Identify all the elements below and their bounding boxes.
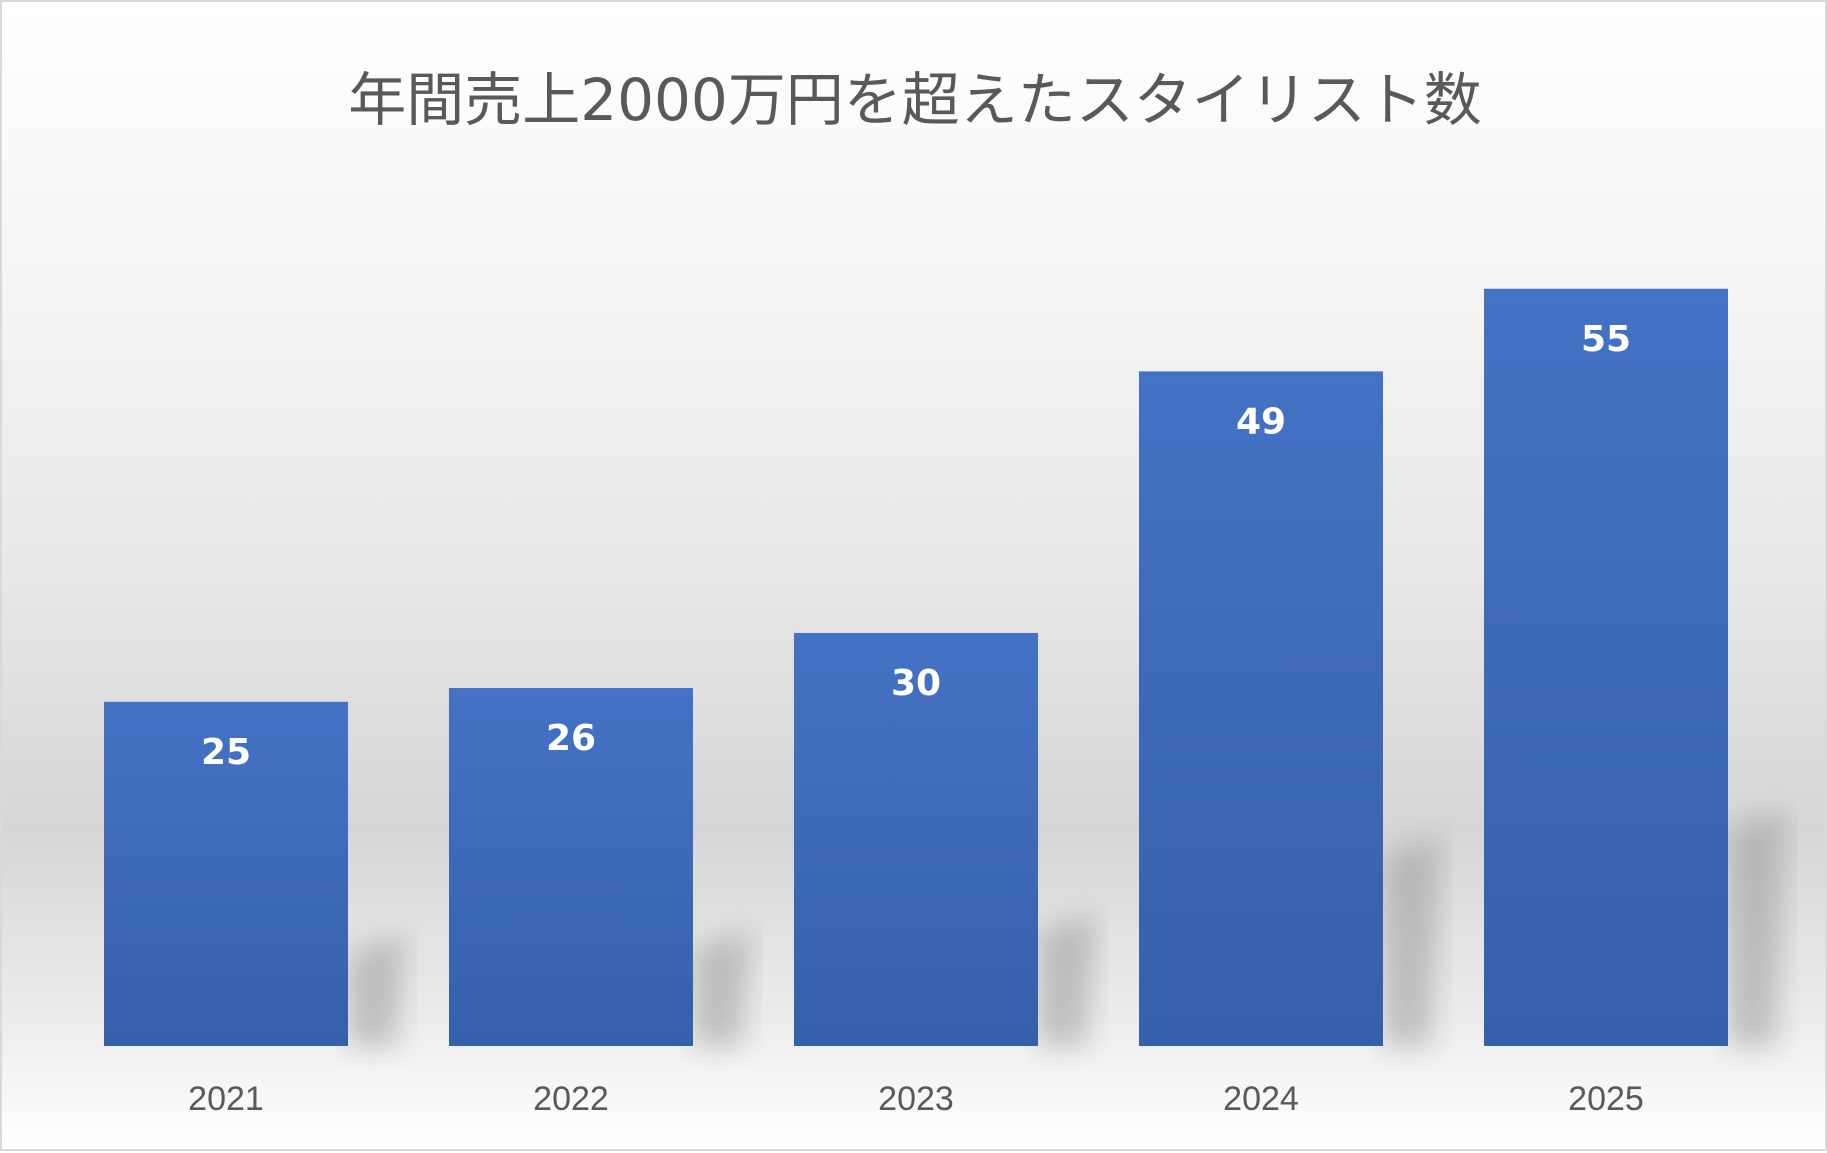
data-label-2024: 49: [1236, 401, 1286, 442]
bar-2023: [794, 632, 1038, 1046]
data-label-2021: 25: [201, 732, 251, 773]
data-label-2022: 26: [546, 718, 596, 759]
chart-title: 年間売上2000万円を超えたスタイリスト数: [348, 66, 1482, 134]
bar-2024: [1139, 371, 1383, 1046]
data-label-2023: 30: [891, 663, 941, 704]
bar-2025: [1484, 288, 1728, 1046]
bar-shadow-2023: [1038, 914, 1096, 1046]
x-tick-2023: 2023: [878, 1080, 954, 1118]
bar-shadow-2025: [1728, 810, 1786, 1046]
bar-2021: [104, 701, 348, 1046]
bars-group: [104, 288, 1728, 1046]
x-tick-2021: 2021: [188, 1080, 264, 1118]
bar-shadow-2021: [348, 934, 406, 1046]
data-label-2025: 55: [1581, 319, 1631, 360]
bar-shadows: [348, 810, 1786, 1046]
bar-shadow-2022: [693, 930, 751, 1046]
data-labels-group: 25 26 30 49 55: [201, 319, 1631, 773]
x-tick-2024: 2024: [1223, 1080, 1299, 1118]
x-tick-2022: 2022: [533, 1080, 609, 1118]
x-tick-2025: 2025: [1568, 1080, 1644, 1118]
bar-2022: [449, 688, 693, 1046]
x-axis-ticks: 2021 2022 2023 2024 2025: [188, 1080, 1644, 1118]
bar-shadow-2024: [1383, 835, 1441, 1046]
